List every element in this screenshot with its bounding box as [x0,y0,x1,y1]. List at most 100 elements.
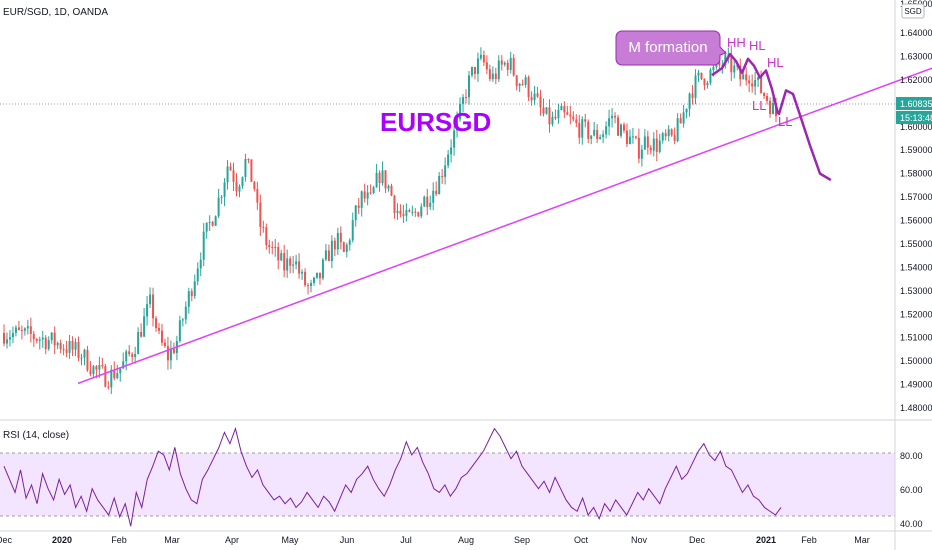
price-axis[interactable]: 1.640001.630001.620001.610001.600001.590… [896,0,932,413]
candle-body [44,337,47,349]
candle-body [155,318,158,329]
candle-body [166,346,169,361]
candle-body [65,349,68,353]
candle-body [769,100,772,114]
candle-body [575,119,578,123]
y-tick-label: 1.58000 [900,169,932,179]
y-tick-label: 1.53000 [900,286,932,296]
candle-body [289,258,292,266]
y-tick-label: 1.63000 [900,51,932,61]
candle-body [125,351,128,362]
candle-body [208,222,211,224]
candle-body [140,331,143,337]
candle-body [304,271,307,286]
currency-box[interactable]: SGD [901,3,925,19]
candle-body [521,83,524,85]
candle-body [694,75,697,98]
candle-body [372,187,375,194]
candle-body [399,210,402,214]
candle-body [462,97,465,104]
candle-body [640,149,643,159]
candle-body [312,277,315,283]
rsi-tick-label: 40.00 [900,519,923,529]
candle-body [646,136,649,148]
x-tick-label: May [281,535,299,545]
candle-body [497,60,500,79]
last-price-value: 1.60835 [900,99,932,109]
x-tick-label: 2020 [52,535,72,545]
candle-body [211,222,214,226]
candle-body [503,62,506,65]
candle-body [393,195,396,213]
candle-body [614,115,617,118]
candle-body [172,348,175,353]
rsi-tick-label: 80.00 [900,451,923,461]
candle-body [739,65,742,80]
candle-body [569,114,572,117]
candle-body [405,210,408,216]
candle-body [459,103,462,120]
candle-body [584,119,587,122]
candle-body [8,337,11,340]
candle-body [160,330,163,343]
candle-body [131,354,134,358]
candle-body [423,196,426,207]
candle-body [23,328,26,331]
candle-body [333,240,336,250]
candle-body [101,365,104,367]
candle-body [137,331,140,355]
candle-body [551,116,554,125]
candle-body [247,159,250,161]
eursgd-title: EURSGD [380,107,491,137]
last-price-tag: 1.60835 15:13:48 [896,97,932,124]
candle-body [634,136,637,138]
candle-body [35,339,38,341]
candle-body [149,294,152,305]
x-tick-label: Jun [340,535,355,545]
projection-path [777,89,832,181]
candle-body [441,175,444,177]
candle-body [652,138,655,151]
candle-body [593,129,596,136]
countdown-value: 15:13:48 [900,113,932,123]
y-tick-label: 1.57000 [900,192,932,202]
candle-body [83,349,86,358]
candle-body [390,185,393,196]
candle-body [742,74,745,80]
candle-body [688,93,691,109]
candle-body [190,291,193,297]
y-tick-label: 1.55000 [900,239,932,249]
ll-label-2: LL [778,114,792,129]
candle-body [307,285,310,287]
y-tick-label: 1.56000 [900,216,932,226]
x-tick-label: Feb [111,535,127,545]
candle-body [95,366,98,370]
x-tick-label: Dec [689,535,706,545]
x-tick-label: Sep [514,535,530,545]
currency-label: SGD [904,7,922,16]
candle-body [435,190,438,195]
candle-body [280,253,283,261]
candle-body [608,118,611,127]
candle-body [238,186,241,192]
candle-body [241,177,244,187]
y-tick-label: 1.48000 [900,403,932,413]
candle-body [453,130,456,148]
candle-body [193,281,196,297]
candle-body [235,181,238,192]
candle-body [599,137,602,139]
candle-body [339,232,342,243]
candle-body [214,216,217,226]
candle-body [26,326,29,329]
candle-body [518,83,521,86]
candle-body [667,129,670,137]
candle-body [560,106,563,111]
candle-body [310,282,313,286]
candle-body [706,82,709,86]
time-axis[interactable]: Dec 2020 Feb Mar Apr May Jun Jul Aug Sep Oct Nov Dec… [0,535,870,545]
candle-body [709,70,712,83]
candle-body [718,62,721,66]
candle-body [116,373,119,379]
candle-body [426,196,429,207]
